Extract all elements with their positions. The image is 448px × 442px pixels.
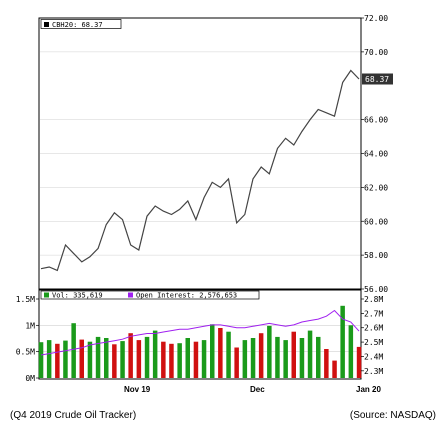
price-tick-label: 66.00 bbox=[364, 116, 388, 125]
volume-bar bbox=[340, 305, 345, 378]
volume-bar bbox=[210, 324, 215, 378]
volume-bar bbox=[258, 333, 264, 378]
volume-bar bbox=[348, 325, 354, 378]
volume-legend-label: Vol: 335,619 bbox=[52, 292, 103, 300]
volume-bar bbox=[307, 330, 313, 378]
volume-bar bbox=[299, 338, 305, 378]
volume-legend: Vol: 335,619 Open Interest: 2,576,653 bbox=[40, 290, 260, 300]
volume-bar bbox=[218, 328, 223, 378]
volume-bar bbox=[250, 338, 256, 378]
volume-bar bbox=[46, 340, 52, 378]
price-tick-label: 60.00 bbox=[364, 217, 388, 226]
open-interest-tick-label: 2.5M bbox=[364, 338, 383, 347]
volume-bar bbox=[128, 333, 133, 378]
open-interest-tick-label: 2.8M bbox=[364, 295, 383, 304]
price-tick-label: 56.00 bbox=[364, 285, 388, 294]
open-interest-legend-label: Open Interest: 2,576,653 bbox=[136, 292, 237, 300]
volume-tick-label: 1M bbox=[25, 321, 35, 330]
volume-legend-box bbox=[40, 290, 260, 300]
volume-bar bbox=[38, 342, 44, 378]
volume-bar bbox=[332, 360, 337, 378]
volume-bar bbox=[169, 343, 174, 378]
volume-bar bbox=[136, 340, 142, 378]
volume-panel: 1.5M 1M 0.5M 0M 2.8M 2.7M 2.6M 2.5M 2.4M 2.3M Vo… bbox=[16, 289, 383, 383]
volume-bar bbox=[242, 340, 248, 378]
price-y-axis: 72.00 70.00 66.00 64.00 62.00 60.00 58.00 56.00 bbox=[361, 14, 388, 294]
volume-bar bbox=[177, 343, 182, 378]
volume-bar bbox=[79, 339, 84, 378]
x-axis: Nov 19 Dec Jan 20 bbox=[124, 385, 381, 394]
volume-bar bbox=[267, 325, 272, 378]
price-legend-label: CBH20: 68.37 bbox=[52, 21, 103, 29]
volume-bar bbox=[275, 336, 280, 378]
volume-bar bbox=[226, 331, 231, 378]
open-interest-line bbox=[40, 309, 360, 356]
volume-y-axis: 1.5M 1M 0.5M 0M bbox=[16, 295, 39, 383]
volume-tick-label: 1.5M bbox=[16, 295, 35, 304]
x-tick-dec: Dec bbox=[250, 385, 265, 394]
source-caption: (Source: NASDAQ) bbox=[349, 410, 436, 421]
open-interest-tick-label: 2.7M bbox=[364, 309, 383, 318]
volume-bar bbox=[104, 338, 109, 378]
last-price-label: 68.37 bbox=[365, 75, 389, 84]
x-tick-jan20: Jan 20 bbox=[356, 385, 381, 394]
price-legend-box bbox=[40, 19, 122, 29]
open-interest-tick-label: 2.6M bbox=[364, 324, 383, 333]
volume-bar bbox=[234, 347, 239, 378]
volume-bar bbox=[201, 340, 207, 378]
price-tick-label: 62.00 bbox=[364, 183, 388, 192]
volume-bar bbox=[324, 349, 329, 378]
open-interest-tick-label: 2.4M bbox=[364, 352, 383, 361]
price-tick-label: 64.00 bbox=[364, 150, 388, 159]
price-legend-swatch bbox=[44, 22, 49, 27]
volume-bar bbox=[112, 344, 117, 378]
volume-bar bbox=[283, 340, 288, 378]
volume-panel-frame bbox=[38, 289, 362, 380]
price-tick-label: 70.00 bbox=[364, 48, 388, 57]
open-interest-legend-swatch bbox=[128, 292, 133, 298]
price-grid bbox=[40, 51, 360, 256]
volume-bar bbox=[193, 341, 199, 378]
volume-bar bbox=[152, 330, 158, 378]
volume-bar bbox=[87, 341, 93, 378]
volume-bar bbox=[71, 323, 76, 378]
price-tick-label: 58.00 bbox=[364, 251, 388, 260]
volume-bar bbox=[291, 331, 296, 378]
volume-bars bbox=[38, 305, 362, 378]
last-price-marker: 68.37 bbox=[362, 73, 393, 85]
price-tick-label: 72.00 bbox=[364, 14, 388, 23]
volume-bar bbox=[95, 336, 101, 378]
volume-bar bbox=[356, 346, 362, 378]
volume-bar bbox=[316, 336, 321, 378]
volume-bar bbox=[55, 343, 60, 378]
volume-bar bbox=[63, 340, 68, 378]
volume-bar bbox=[120, 341, 125, 378]
price-panel: 72.00 70.00 66.00 64.00 62.00 60.00 58.00 56.00… bbox=[38, 14, 393, 294]
volume-bar bbox=[144, 336, 150, 378]
volume-grid bbox=[40, 325, 360, 352]
volume-bar bbox=[161, 341, 166, 378]
open-interest-tick-label: 2.3M bbox=[364, 367, 383, 376]
price-legend: CBH20: 68.37 bbox=[40, 19, 122, 29]
last-price-label-box bbox=[362, 73, 393, 85]
open-interest-y-axis: 2.8M 2.7M 2.6M 2.5M 2.4M 2.3M bbox=[361, 295, 383, 376]
price-series-line bbox=[40, 69, 360, 272]
volume-legend-swatch bbox=[44, 292, 49, 298]
volume-tick-label: 0M bbox=[25, 374, 35, 383]
chart-caption: (Q4 2019 Crude Oil Tracker) bbox=[10, 410, 137, 421]
volume-tick-label: 0.5M bbox=[16, 348, 35, 357]
volume-bar bbox=[185, 338, 190, 378]
x-tick-nov19: Nov 19 bbox=[124, 385, 151, 394]
